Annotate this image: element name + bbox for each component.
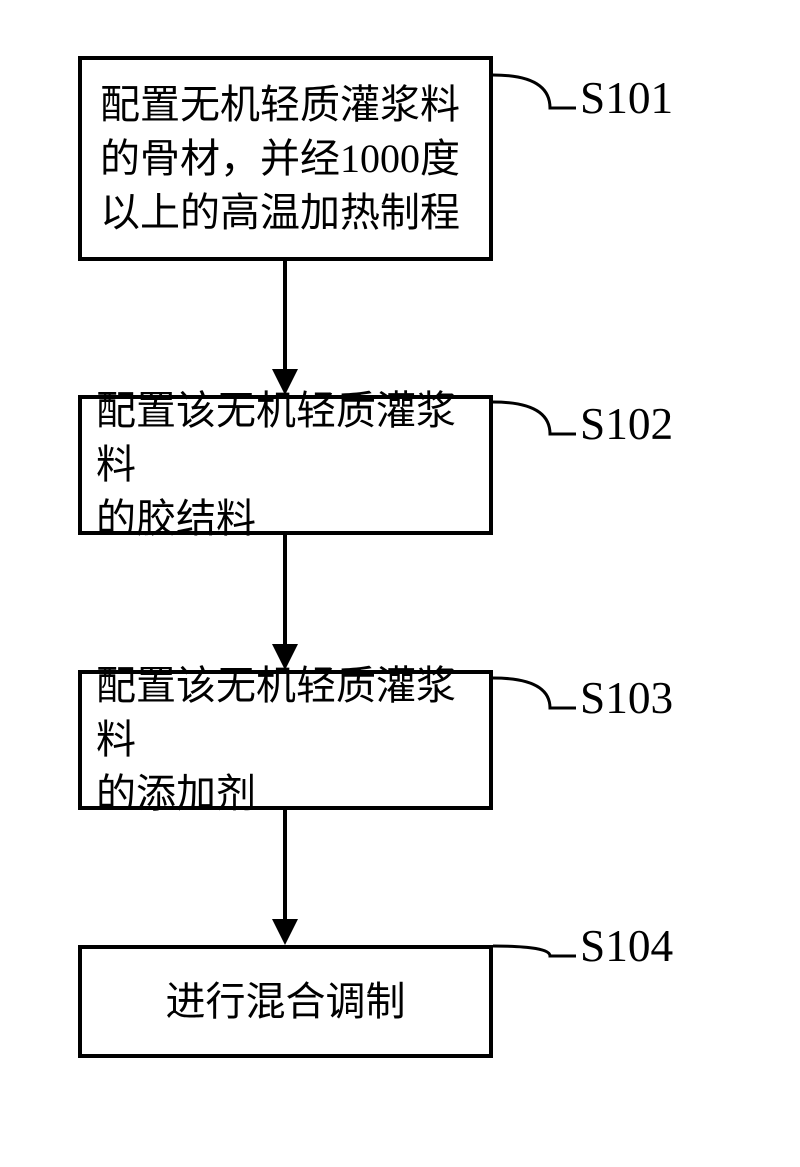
flow-node-s102: 配置该无机轻质灌浆料 的胶结料 bbox=[78, 395, 493, 535]
callout-s104 bbox=[493, 946, 576, 956]
flow-label-s104: S104 bbox=[580, 920, 673, 972]
flow-label-s101: S101 bbox=[580, 72, 673, 124]
callout-s102 bbox=[493, 402, 576, 434]
flow-node-s101: 配置无机轻质灌浆料 的骨材，并经1000度 以上的高温加热制程 bbox=[78, 56, 493, 261]
flow-node-s103: 配置该无机轻质灌浆料 的添加剂 bbox=[78, 670, 493, 810]
callout-s103 bbox=[493, 678, 576, 708]
callout-s101 bbox=[493, 75, 576, 108]
flowchart-canvas: 配置无机轻质灌浆料 的骨材，并经1000度 以上的高温加热制程 S101 配置该无机… bbox=[0, 0, 800, 1167]
flow-label-s102: S102 bbox=[580, 398, 673, 450]
edge-arrowhead-2 bbox=[272, 919, 298, 945]
flow-node-s104: 进行混合调制 bbox=[78, 945, 493, 1058]
flow-label-s103: S103 bbox=[580, 672, 673, 724]
